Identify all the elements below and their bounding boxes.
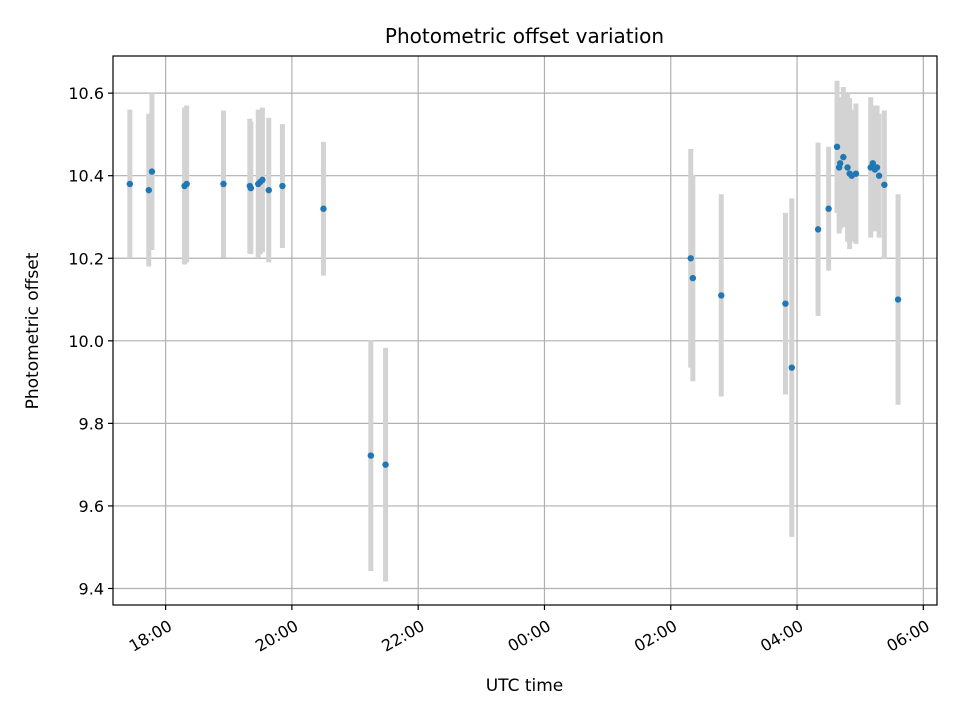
data-point xyxy=(718,292,725,299)
y-tick-label: 10.6 xyxy=(68,84,104,103)
data-point xyxy=(689,274,697,282)
y-tick-label: 9.4 xyxy=(79,579,104,598)
y-tick-label: 9.8 xyxy=(79,414,104,433)
data-point xyxy=(782,300,789,307)
data-point xyxy=(279,182,286,190)
data-point xyxy=(259,176,266,184)
x-axis-title: UTC time xyxy=(486,676,564,696)
data-point xyxy=(873,164,881,171)
plot-frame xyxy=(112,55,938,606)
data-point xyxy=(825,205,832,212)
data-point xyxy=(894,296,902,303)
data-points xyxy=(126,143,902,468)
data-point xyxy=(852,170,860,177)
data-point xyxy=(833,143,841,151)
data-point xyxy=(320,205,327,212)
data-point xyxy=(881,181,888,188)
data-point xyxy=(788,364,795,371)
data-point xyxy=(183,180,190,188)
data-point xyxy=(382,461,389,468)
data-point xyxy=(367,452,375,459)
data-point xyxy=(836,160,844,167)
data-point xyxy=(126,180,134,188)
y-tick-label: 10.2 xyxy=(68,249,104,268)
data-point xyxy=(247,184,255,192)
data-point xyxy=(148,168,156,175)
y-axis-ticks: 9.4 9.6 9.8 10.0 10.2 10.4 10.6 xyxy=(68,84,113,598)
data-point xyxy=(840,153,847,161)
y-axis-title: Photometric offset xyxy=(23,252,43,409)
data-point xyxy=(844,164,851,171)
chart-title: Photometric offset variation xyxy=(385,24,664,48)
grid xyxy=(113,56,937,605)
y-tick-label: 10.4 xyxy=(68,167,104,186)
data-point xyxy=(814,226,822,233)
y-tick-label: 9.6 xyxy=(79,497,104,516)
data-point xyxy=(875,172,883,179)
y-tick-label: 10.0 xyxy=(68,332,104,351)
data-point xyxy=(869,160,877,167)
data-point xyxy=(687,255,694,262)
data-point xyxy=(145,186,152,194)
data-point xyxy=(220,180,227,188)
data-point xyxy=(265,186,272,194)
